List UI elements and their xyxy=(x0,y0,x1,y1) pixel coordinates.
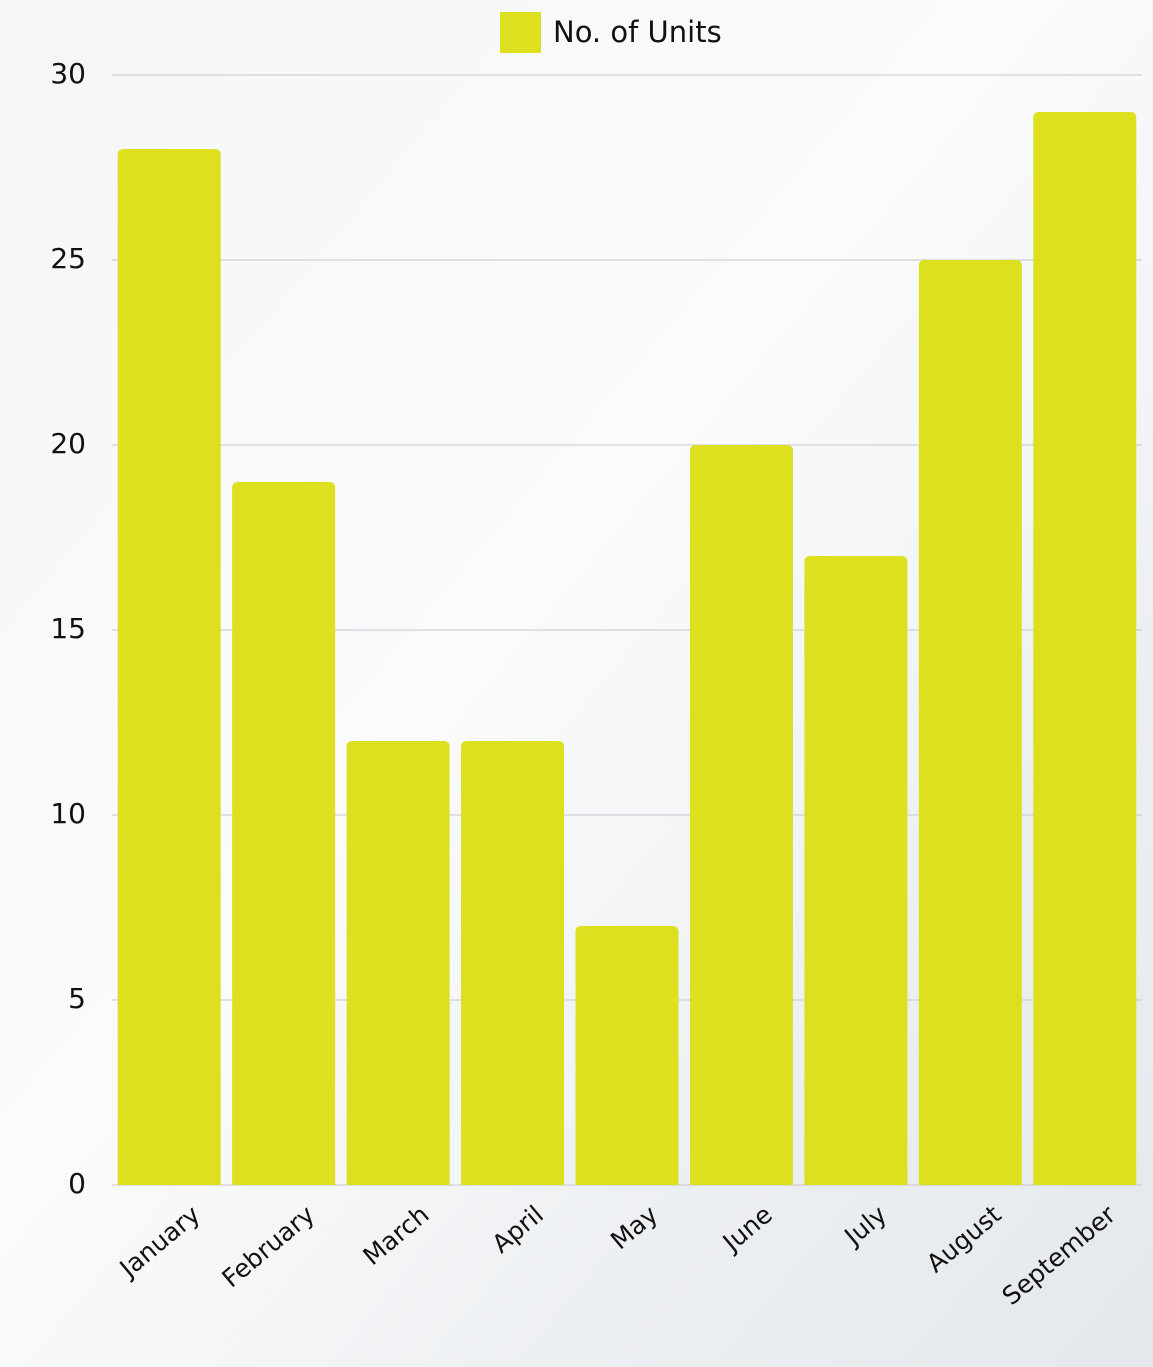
bar xyxy=(232,482,336,1185)
bar xyxy=(346,741,450,1185)
y-tick-label: 25 xyxy=(50,242,86,275)
y-tick-label: 15 xyxy=(50,612,86,645)
bar xyxy=(461,741,565,1185)
y-tick-label: 30 xyxy=(50,57,86,90)
bar xyxy=(117,149,221,1185)
bar xyxy=(804,556,908,1185)
legend-label: No. of Units xyxy=(553,15,722,49)
y-tick-label: 10 xyxy=(50,797,86,830)
bar xyxy=(575,926,679,1185)
bar xyxy=(1033,112,1137,1185)
y-tick-label: 0 xyxy=(68,1167,86,1200)
legend-swatch xyxy=(500,12,541,53)
y-tick-label: 20 xyxy=(50,427,86,460)
bar xyxy=(689,445,793,1185)
bar xyxy=(918,260,1022,1185)
y-tick-label: 5 xyxy=(68,982,86,1015)
